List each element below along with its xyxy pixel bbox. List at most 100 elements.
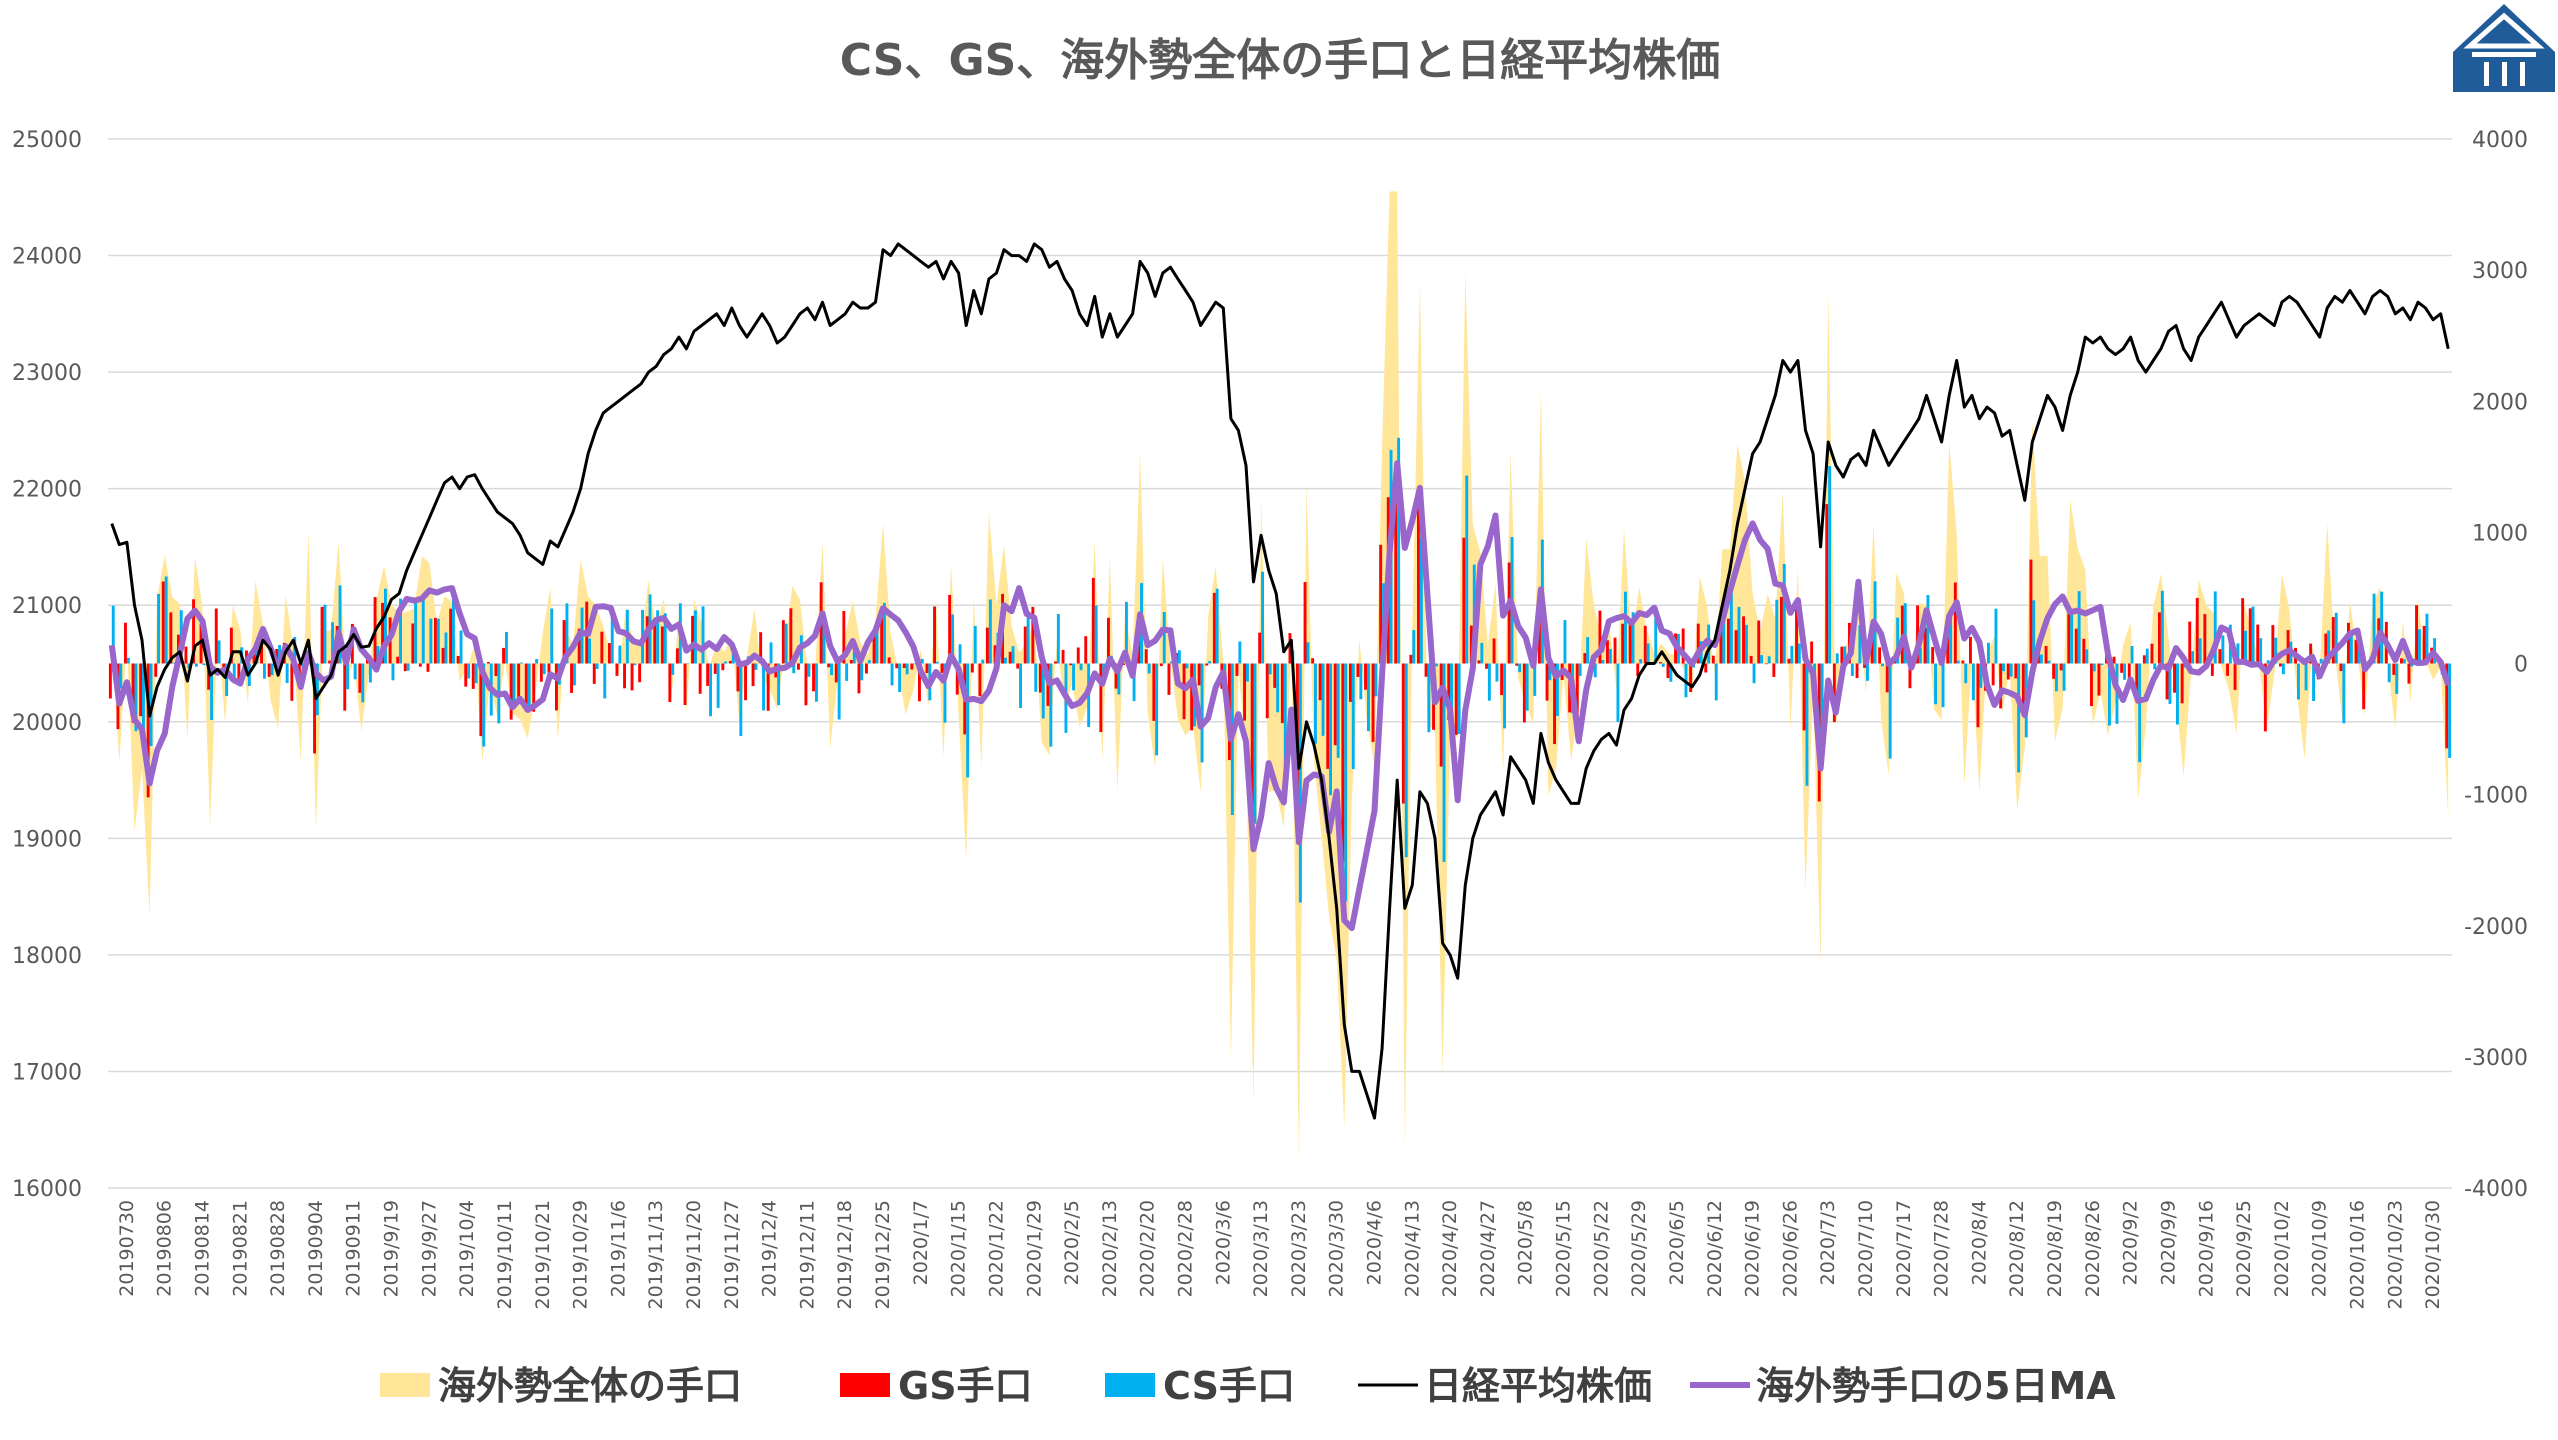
cs-bar bbox=[111, 605, 115, 664]
cs-bar bbox=[1518, 663, 1522, 673]
gs-bar bbox=[2241, 598, 2245, 664]
gs-bar bbox=[1167, 663, 1171, 695]
gs-bar bbox=[1364, 663, 1367, 690]
gs-bar bbox=[2407, 663, 2411, 684]
gs-bar bbox=[660, 626, 664, 664]
gs-bar bbox=[154, 663, 158, 677]
gs-bar bbox=[214, 608, 218, 664]
gs-bar bbox=[328, 660, 332, 664]
x-tick-label: 2019/11/6 bbox=[607, 1200, 629, 1297]
gs-bar bbox=[880, 615, 884, 664]
gs-bar bbox=[630, 663, 634, 691]
cs-bar bbox=[2009, 663, 2013, 677]
cs-bar bbox=[1775, 599, 1779, 664]
x-tick-label: 2020/6/12 bbox=[1704, 1200, 1726, 1297]
cs-bar bbox=[467, 663, 471, 679]
gs-bar bbox=[2324, 633, 2328, 664]
x-tick-label: 2020/8/4 bbox=[1968, 1200, 1990, 1285]
cs-bar bbox=[520, 662, 523, 664]
x-tick-label: 2020/2/13 bbox=[1099, 1200, 1121, 1297]
gs-bar bbox=[2256, 624, 2260, 664]
gs-bar bbox=[1054, 661, 1057, 664]
gs-bar bbox=[2210, 663, 2214, 676]
gs-bar bbox=[124, 622, 127, 664]
gs-bar bbox=[2021, 663, 2025, 707]
chart-title: CS、GS、海外勢全体の手口と日経平均株価 bbox=[840, 35, 1721, 86]
x-tick-label: 2020/10/9 bbox=[2309, 1200, 2331, 1297]
gs-bar bbox=[706, 663, 710, 686]
gs-bar bbox=[872, 634, 876, 664]
gs-bar bbox=[1825, 504, 1829, 664]
gs-bar bbox=[1061, 649, 1065, 664]
gs-bar bbox=[1507, 562, 1511, 664]
left-tick-label: 25000 bbox=[12, 128, 82, 153]
cs-bar bbox=[1994, 608, 1998, 664]
cs-bar bbox=[452, 589, 455, 664]
x-tick-label: 2020/3/13 bbox=[1250, 1200, 1272, 1297]
cs-bar bbox=[1971, 663, 1975, 701]
cs-bar bbox=[988, 599, 992, 664]
cs-bar bbox=[119, 663, 123, 689]
x-tick-label: 2019/10/4 bbox=[456, 1200, 478, 1297]
cs-bar bbox=[542, 663, 546, 675]
gs-bar bbox=[1636, 663, 1640, 676]
cs-bar bbox=[867, 660, 871, 664]
right-tick-label: -2000 bbox=[2464, 915, 2528, 940]
x-tick-label: 20190730 bbox=[116, 1200, 138, 1297]
cs-bar bbox=[1457, 663, 1461, 734]
gs-bar bbox=[736, 663, 740, 692]
gs-bar bbox=[343, 663, 347, 711]
cs-bar bbox=[1072, 663, 1075, 691]
x-tick-label: 2019/11/20 bbox=[683, 1200, 705, 1310]
gs-bar bbox=[396, 656, 400, 664]
cs-bar bbox=[1843, 646, 1847, 664]
cs-bar bbox=[1669, 663, 1673, 682]
gs-bar bbox=[1538, 612, 1541, 664]
cs-bar bbox=[2092, 663, 2096, 672]
cs-bar bbox=[2070, 614, 2074, 664]
gs-bar bbox=[1417, 507, 1420, 664]
gs-bar bbox=[1840, 646, 1844, 664]
cs-bar bbox=[1956, 660, 1960, 664]
cs-bar bbox=[2176, 663, 2179, 725]
cs-bar bbox=[550, 608, 554, 664]
cs-bar bbox=[2062, 663, 2066, 691]
legend-label: 海外勢手口の5日MA bbox=[1756, 1364, 2116, 1408]
cs-bar bbox=[1850, 663, 1854, 676]
gs-bar bbox=[1069, 663, 1073, 666]
cs-bar bbox=[913, 663, 917, 665]
cs-bar bbox=[1934, 663, 1937, 705]
cs-bar bbox=[565, 603, 569, 664]
cs-bar bbox=[1737, 606, 1741, 664]
x-tick-label: 20190911 bbox=[343, 1200, 365, 1297]
cs-bar bbox=[1987, 642, 1990, 664]
cs-bar bbox=[1344, 663, 1348, 902]
gs-bar bbox=[2082, 638, 2086, 664]
gs-bar bbox=[1923, 627, 1927, 664]
series-lines bbox=[108, 242, 2452, 1120]
gs-bar bbox=[827, 663, 831, 668]
x-tick-label: 2020/7/17 bbox=[1893, 1200, 1915, 1297]
cs-bar bbox=[187, 663, 191, 668]
cs-bar bbox=[762, 663, 765, 711]
gs-bar bbox=[1477, 660, 1481, 664]
cs-bar bbox=[807, 663, 811, 677]
x-tick-label: 2019/9/27 bbox=[418, 1200, 440, 1297]
gs-bar bbox=[1401, 663, 1405, 804]
cs-bar bbox=[2077, 591, 2081, 664]
cs-bar bbox=[792, 663, 796, 674]
gs-bar bbox=[381, 602, 384, 664]
x-tick-label: 2020/4/27 bbox=[1477, 1200, 1499, 1297]
gs-bar bbox=[887, 657, 891, 664]
gs-bar bbox=[1016, 663, 1020, 669]
gs-bar bbox=[2203, 614, 2207, 664]
cs-bar bbox=[1631, 612, 1635, 664]
cs-bar bbox=[1321, 663, 1325, 736]
x-tick-label: 2020/4/20 bbox=[1439, 1200, 1461, 1297]
gs-bar bbox=[1243, 663, 1246, 721]
gs-bar bbox=[1991, 663, 1995, 686]
cs-bar bbox=[618, 645, 622, 664]
cs-bar bbox=[2387, 663, 2391, 683]
cs-bar bbox=[2055, 663, 2058, 692]
gs-bar bbox=[857, 663, 861, 694]
